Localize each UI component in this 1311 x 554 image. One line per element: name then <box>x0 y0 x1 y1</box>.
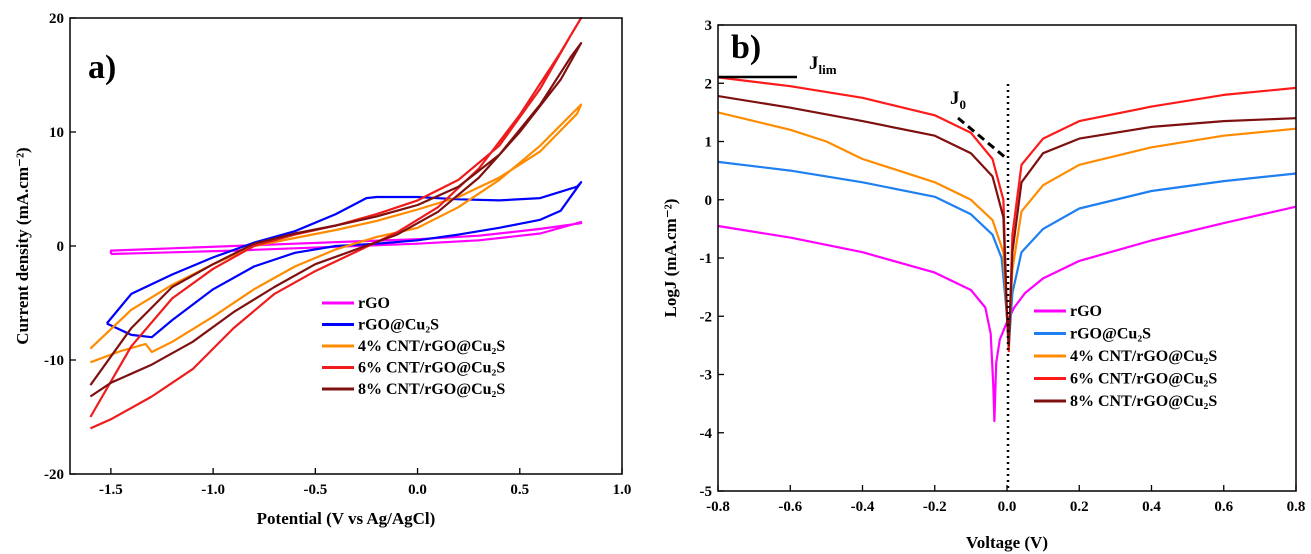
panel-a-x-tick-label: -0.5 <box>303 482 327 498</box>
panel-a-x-axis-label: Potential (V vs Ag/AgCl) <box>257 509 436 528</box>
panel-b-x-tick-label: -0.2 <box>923 499 947 515</box>
panel-b-y-tick-label: 1 <box>705 135 713 151</box>
panel-b-x-tick-label: 0.4 <box>1142 499 1161 515</box>
panel-b-x-tick-label: 0.6 <box>1214 499 1233 515</box>
panel-a-legend-label-rgo: rGO <box>358 295 390 312</box>
panel-b-x-tick-label: 0.8 <box>1287 499 1306 515</box>
panel-a-series-line-rgo <box>109 221 583 256</box>
panel-b-y-tick-label: -2 <box>700 309 713 325</box>
panel-b-x-tick-label: -0.4 <box>851 499 875 515</box>
panel-b-jlim-subscript: lim <box>819 62 837 77</box>
panel-a-x-tick-label: 0.5 <box>510 482 529 498</box>
panel-b-x-tick-label: -0.6 <box>778 499 802 515</box>
panel-b-j0-annotation: J0 <box>950 88 966 112</box>
panel-a-x-tick-label: -1.0 <box>201 482 225 498</box>
panel-a-y-axis-label: Current density (mA.cm⁻²) <box>13 147 32 344</box>
panel-b-ticks: -0.8 -0.6 -0.4 -0.2 0.0 0.2 0.4 0.6 0.8 -5 -4 -3 -2 -… <box>700 18 1306 515</box>
panel-b-legend-label-8-cnt-rgo-cu2s: 8% CNT/rGO@Cu₂S <box>1070 393 1217 410</box>
panel-b-j0-dashed-line <box>957 116 1007 160</box>
panel-b-jlim-annotation: Jlim <box>809 53 837 77</box>
panel-a-legend-label-8-cnt-rgo-cu2s: 8% CNT/rGO@Cu₂S <box>358 381 505 398</box>
panel-b-label: b) <box>731 29 761 66</box>
panel-b-x-tick-label: 0.0 <box>998 499 1017 515</box>
panel-a-label: a) <box>88 49 116 86</box>
panel-b-legend-label-4-cnt-rgo-cu2s: 4% CNT/rGO@Cu₂S <box>1070 348 1217 365</box>
panel-a-series-line-4-cnt-rgo-cu2s <box>89 103 583 364</box>
panel-b-y-tick-label: 2 <box>705 76 713 92</box>
panel-a-y-tick-label: -20 <box>44 467 64 483</box>
panel-b-y-tick-label: -4 <box>700 426 713 442</box>
panel-b-j0-subscript: 0 <box>960 97 967 112</box>
panel-b-legend: rGO rGO@Cu₂S 4% CNT/rGO@Cu₂S 6% CNT/rGO@Cu₂… <box>1034 303 1217 410</box>
panel-b-y-tick-label: -5 <box>700 484 713 500</box>
panel-a-y-tick-label: 20 <box>49 11 64 27</box>
panel-a-legend-label-4-cnt-rgo-cu2s: 4% CNT/rGO@Cu₂S <box>358 338 505 355</box>
panel-b-series-line-4-cnt-rgo-cu2s <box>717 111 1297 341</box>
panel-b-chart: -0.8 -0.6 -0.4 -0.2 0.0 0.2 0.4 0.6 0.8 -5 -4 -3 -2 -… <box>661 18 1305 552</box>
panel-a-y-tick-label: -10 <box>44 353 64 369</box>
panel-b-legend-label-6-cnt-rgo-cu2s: 6% CNT/rGO@Cu₂S <box>1070 371 1217 388</box>
panel-a-ticks: -1.5 -1.0 -0.5 0.0 0.5 1.0 -20 -10 0 10 20 <box>44 11 631 498</box>
panel-b-y-axis-label: LogJ (mA.cm⁻²) <box>661 199 680 318</box>
panel-b-legend-label-rgo-cu2s: rGO@Cu₂S <box>1070 326 1151 343</box>
panel-a-x-tick-label: 0.0 <box>408 482 427 498</box>
panel-b-x-axis-label: Voltage (V) <box>966 533 1048 552</box>
panel-b-x-tick-label: 0.2 <box>1070 499 1089 515</box>
panel-a-series-line-rgo-cu2s <box>105 181 583 339</box>
panel-b-x-tick-label: -0.8 <box>706 499 730 515</box>
panel-a-y-tick-label: 0 <box>57 239 65 255</box>
panel-b-y-tick-label: -1 <box>700 251 713 267</box>
panel-a-legend-label-rgo-cu2s: rGO@Cu₂S <box>358 317 439 334</box>
panel-a-chart: -1.5 -1.0 -0.5 0.0 0.5 1.0 -20 -10 0 10 20 a) Pote… <box>13 11 631 528</box>
panel-b-series-line-rgo <box>717 205 1297 423</box>
panel-a-legend: rGO rGO@Cu₂S 4% CNT/rGO@Cu₂S 6% CNT/rGO@Cu₂… <box>322 295 505 398</box>
panel-a-x-tick-label: -1.5 <box>99 482 123 498</box>
panel-b-y-tick-label: -3 <box>700 368 713 384</box>
panel-b-y-tick-label: 0 <box>705 193 713 209</box>
panel-a-series-line-8-cnt-rgo-cu2s <box>89 42 583 398</box>
panel-a-legend-label-6-cnt-rgo-cu2s: 6% CNT/rGO@Cu₂S <box>358 360 505 377</box>
panel-a-x-tick-label: 1.0 <box>613 482 632 498</box>
panel-a-y-tick-label: 10 <box>49 125 64 141</box>
panel-b-legend-label-rgo: rGO <box>1070 303 1102 320</box>
panel-b-y-tick-label: 3 <box>705 18 713 34</box>
